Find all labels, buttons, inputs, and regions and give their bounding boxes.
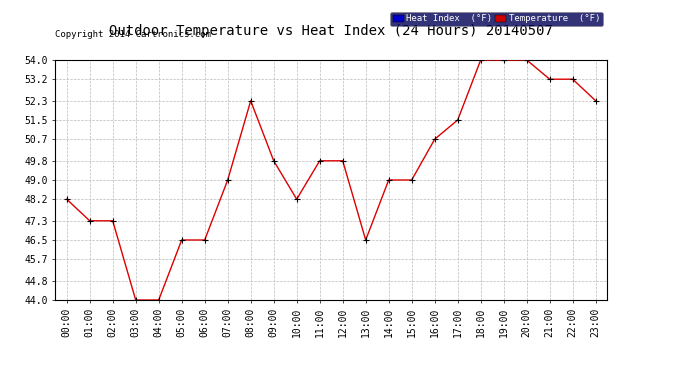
Title: Outdoor Temperature vs Heat Index (24 Hours) 20140507: Outdoor Temperature vs Heat Index (24 Ho… — [109, 24, 553, 38]
Text: Copyright 2014 Cartronics.com: Copyright 2014 Cartronics.com — [55, 30, 211, 39]
Legend: Heat Index  (°F), Temperature  (°F): Heat Index (°F), Temperature (°F) — [390, 12, 602, 26]
